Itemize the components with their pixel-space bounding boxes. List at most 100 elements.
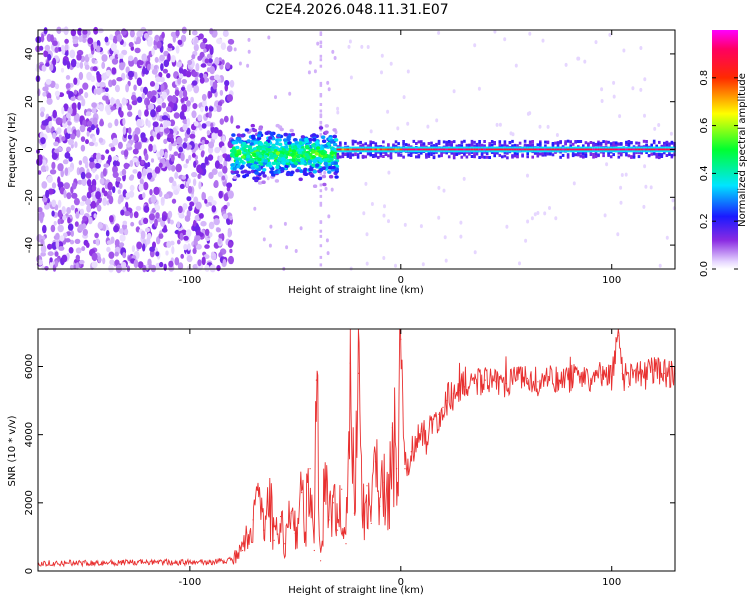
spectrogram-cell xyxy=(131,94,137,101)
spectrogram-cell xyxy=(71,192,78,199)
spectrogram-cell xyxy=(92,66,98,72)
spectrogram-cell xyxy=(435,118,439,123)
spectrogram-cell xyxy=(177,239,181,245)
spectrogram-cell xyxy=(332,142,338,147)
spectrogram-cell xyxy=(419,224,423,229)
spectrogram-cell xyxy=(66,112,71,119)
spectrogram-cell xyxy=(407,143,410,147)
spectrogram-cell xyxy=(108,195,114,205)
spectrogram-cell xyxy=(155,76,162,83)
spectrogram-cell xyxy=(630,148,633,151)
spectrogram-cell xyxy=(321,135,326,139)
spectrogram-cell xyxy=(359,140,362,144)
spectrogram-cell xyxy=(323,161,328,166)
spectrogram-cell xyxy=(274,179,280,183)
spectrogram-cell xyxy=(147,120,151,128)
spectrogram-cell xyxy=(450,148,453,151)
spectrogram-cell xyxy=(227,241,233,248)
spectrogram-cell xyxy=(42,224,47,234)
spectrogram-cell xyxy=(199,41,206,50)
spectrogram-cell xyxy=(93,88,97,96)
spectrogram-cell xyxy=(430,144,433,148)
spectrogram-cell xyxy=(283,132,288,137)
spectrogram-cell xyxy=(592,143,595,147)
spectrogram-cell xyxy=(152,121,159,128)
spectrogram-cell xyxy=(86,191,92,199)
snr-point xyxy=(505,382,507,385)
spectrogram-cell xyxy=(637,148,641,151)
spectrogram-cell xyxy=(256,133,262,138)
spectrogram-cell xyxy=(262,237,266,242)
spectrogram-cell xyxy=(195,235,201,242)
spectrogram-cells xyxy=(35,26,676,274)
spectrogram-cell xyxy=(625,148,628,151)
spectrogram-cell xyxy=(208,110,212,119)
spectrogram-cell xyxy=(169,219,174,225)
spectrogram-cell xyxy=(40,137,46,145)
y-tick-label: 6000 xyxy=(24,354,35,379)
spectrogram-cell xyxy=(260,170,266,175)
spectrogram-cell xyxy=(455,148,459,151)
spectrogram-cell xyxy=(349,148,352,151)
spectrogram-cell xyxy=(478,144,481,148)
spectrogram-cell xyxy=(640,148,643,151)
spectrogram-cell xyxy=(110,106,116,111)
spectrogram-cell xyxy=(174,172,179,179)
spectrogram-cell xyxy=(115,98,121,107)
spectrogram-cell xyxy=(219,118,224,125)
spectrogram-cell xyxy=(312,184,318,188)
spectrogram-cell xyxy=(326,80,330,85)
spectrogram-cell xyxy=(470,148,474,151)
spectrogram-cell xyxy=(211,251,215,257)
spectrogram-cell xyxy=(154,56,159,63)
spectrogram-cell xyxy=(119,234,126,242)
spectrogram-cell xyxy=(328,174,334,179)
spectrogram-cell xyxy=(452,148,456,151)
spectrogram-cell xyxy=(116,34,123,42)
spectrogram-cell xyxy=(232,166,237,171)
spectrogram-cell xyxy=(50,224,56,233)
spectrogram-cell xyxy=(354,140,357,144)
spectrogram-cell xyxy=(148,213,155,221)
spectrogram-cell xyxy=(571,154,575,158)
spectrogram-cell xyxy=(317,176,323,181)
spectrogram-cell xyxy=(488,156,491,159)
spectrogram-cell xyxy=(544,153,547,157)
spectrogram-cell xyxy=(247,49,251,54)
snr-point xyxy=(558,379,560,381)
spectrogram-cell xyxy=(88,53,94,58)
spectrogram-cell xyxy=(121,264,127,273)
spectrogram-cell xyxy=(110,96,115,106)
spectrogram-cell xyxy=(592,148,595,151)
spectrogram-cell xyxy=(603,213,607,218)
spectrogram-cell xyxy=(503,37,507,42)
spectrogram-cell xyxy=(346,152,350,156)
snr-point xyxy=(328,519,330,521)
snr-point xyxy=(516,379,518,381)
spectrogram-cell xyxy=(524,238,528,243)
spectrogram-cell xyxy=(577,148,580,151)
spectrogram-cell xyxy=(40,33,45,43)
colorbar: 0.00.20.40.60.8 Normalized spectral ampl… xyxy=(699,30,748,277)
spectrogram-cell xyxy=(230,152,235,157)
spectrogram-cell xyxy=(141,53,147,62)
spectrogram-cell xyxy=(201,93,207,101)
spectrogram-cell xyxy=(183,163,188,169)
spectrogram-cell xyxy=(478,141,481,145)
spectrogram-cell xyxy=(366,45,370,49)
spectrogram-cell xyxy=(327,165,333,170)
spectrogram-cell xyxy=(511,154,514,158)
spectrogram-cell xyxy=(668,142,671,146)
spectrogram-cell xyxy=(322,182,327,187)
spectrogram-cell xyxy=(602,140,605,144)
spectrogram-cell xyxy=(41,265,45,271)
spectrogram-cell xyxy=(101,54,108,62)
spectrogram-cell xyxy=(197,114,203,122)
spectrogram-cell xyxy=(670,153,674,157)
spectrogram-cell xyxy=(221,175,226,181)
spectrogram-cell xyxy=(156,113,160,121)
spectrogram-cell xyxy=(348,39,352,44)
spectrogram-cell xyxy=(349,75,353,80)
spectrogram-cell xyxy=(569,140,572,144)
spectrogram-cell xyxy=(412,148,416,151)
